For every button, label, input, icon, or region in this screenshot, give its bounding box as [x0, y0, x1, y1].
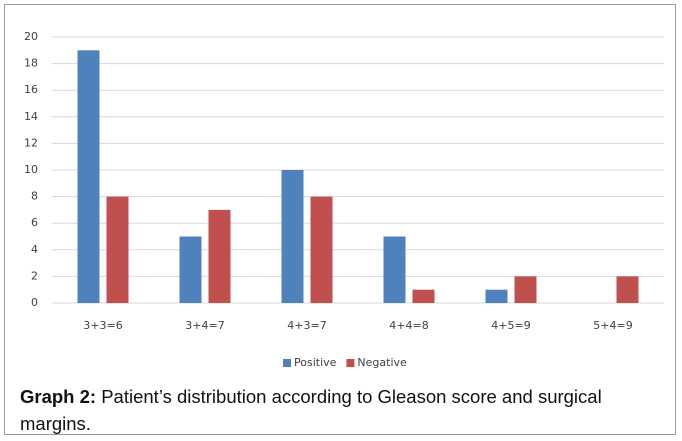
bar [514, 276, 537, 303]
y-tick-label: 12 [24, 136, 38, 149]
y-tick-label: 20 [24, 30, 38, 43]
bar [208, 209, 231, 303]
bar [485, 289, 508, 303]
bar [281, 170, 304, 303]
figure-frame [4, 4, 676, 435]
x-tick-label: 3+3=6 [83, 319, 122, 332]
bar [179, 236, 202, 303]
y-tick-label: 18 [24, 57, 38, 70]
y-tick-label: 6 [31, 216, 38, 229]
x-tick-label: 3+4=7 [185, 319, 224, 332]
bar [77, 50, 100, 303]
y-tick-label: 8 [31, 190, 38, 203]
legend-swatch [346, 359, 355, 367]
bar [106, 196, 129, 303]
legend-label: Negative [357, 356, 407, 369]
bar [310, 196, 333, 303]
caption-label: Graph 2: [20, 386, 97, 407]
bar [616, 276, 639, 303]
bar [412, 289, 435, 303]
caption: Graph 2: Patient’s distribution accordin… [20, 383, 670, 437]
y-tick-label: 14 [24, 110, 38, 123]
x-tick-label: 4+5=9 [491, 319, 530, 332]
y-tick-label: 2 [31, 269, 38, 282]
legend-swatch [283, 359, 291, 367]
y-tick-label: 0 [31, 296, 38, 309]
x-tick-label: 4+4=8 [389, 319, 428, 332]
x-tick-label: 4+3=7 [287, 319, 326, 332]
y-tick-label: 10 [24, 163, 38, 176]
legend-label: Positive [294, 356, 337, 369]
x-tick-label: 5+4=9 [593, 319, 632, 332]
y-tick-label: 4 [31, 243, 38, 256]
y-tick-label: 16 [24, 83, 38, 96]
caption-text: Patient’s distribution according to Glea… [20, 386, 602, 434]
bar [383, 236, 406, 303]
chart: 0 2 4 6 8 10 12 14 16 18 20 3+3=6 3+4=7 4+3=7 4+4=8 4+5… [24, 30, 664, 369]
